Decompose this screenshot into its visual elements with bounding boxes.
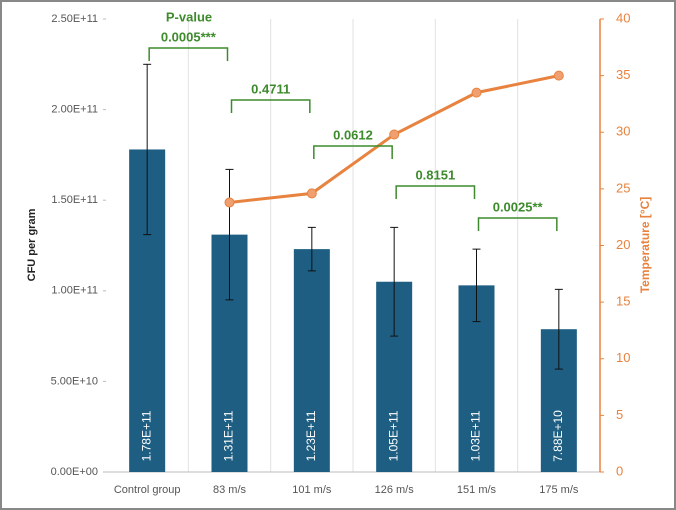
temperature-point bbox=[471, 87, 482, 98]
x-tick-label: 151 m/s bbox=[457, 484, 497, 496]
y-axis-title: CFU per gram bbox=[26, 208, 38, 281]
value-label: 1.78E+11 bbox=[139, 410, 153, 461]
significance-bracket bbox=[395, 185, 476, 199]
y2-tick-label: 25 bbox=[616, 180, 630, 195]
y-tick-label: 5.00E+10 bbox=[51, 375, 98, 387]
significance-bracket bbox=[230, 99, 311, 113]
x-tick-label: 126 m/s bbox=[375, 484, 415, 496]
p-value-label: 0.0612 bbox=[333, 127, 373, 142]
y2-tick-label: 0 bbox=[616, 463, 623, 478]
p-value-label: 0.0025** bbox=[493, 199, 544, 214]
x-tick-label: 175 m/s bbox=[539, 484, 579, 496]
y2-tick-label: 35 bbox=[616, 67, 630, 82]
temperature-point bbox=[389, 129, 400, 140]
y2-tick-label: 10 bbox=[616, 350, 630, 365]
value-label: 1.31E+11 bbox=[222, 410, 236, 461]
x-tick-label: Control group bbox=[114, 484, 181, 496]
temperature-point bbox=[306, 188, 317, 199]
y2-tick-label: 5 bbox=[616, 407, 623, 422]
y-tick-label: 1.00E+11 bbox=[51, 285, 98, 297]
temperature-point bbox=[553, 70, 564, 81]
p-value-label: 0.4711 bbox=[251, 81, 290, 96]
p-value-label: 0.8151 bbox=[415, 167, 455, 182]
value-label: 1.23E+11 bbox=[304, 410, 318, 461]
x-tick-label: 83 m/s bbox=[213, 484, 247, 496]
value-label: 7.88E+10 bbox=[551, 410, 565, 462]
p-value-label: 0.0005*** bbox=[161, 29, 217, 44]
y2-axis-title: Temperature [°C] bbox=[638, 197, 652, 294]
significance-bracket bbox=[148, 47, 229, 61]
y-tick-label: 1.50E+11 bbox=[51, 194, 98, 206]
temperature-point bbox=[224, 197, 235, 208]
significance-bracket bbox=[313, 145, 393, 159]
y2-tick-label: 15 bbox=[616, 294, 630, 309]
y2-tick-label: 40 bbox=[616, 10, 630, 25]
y2-tick-label: 20 bbox=[616, 237, 630, 252]
value-label: 1.05E+11 bbox=[386, 410, 400, 461]
p-value-title: P-value bbox=[166, 9, 212, 24]
y-tick-label: 2.50E+11 bbox=[51, 13, 98, 25]
x-tick-label: 101 m/s bbox=[292, 484, 332, 496]
y-tick-label: 0.00E+00 bbox=[51, 466, 98, 478]
y2-tick-label: 30 bbox=[616, 124, 630, 139]
value-label: 1.03E+11 bbox=[469, 410, 483, 461]
bar bbox=[293, 249, 330, 472]
significance-bracket bbox=[477, 217, 558, 231]
y-tick-label: 2.00E+11 bbox=[51, 104, 98, 116]
